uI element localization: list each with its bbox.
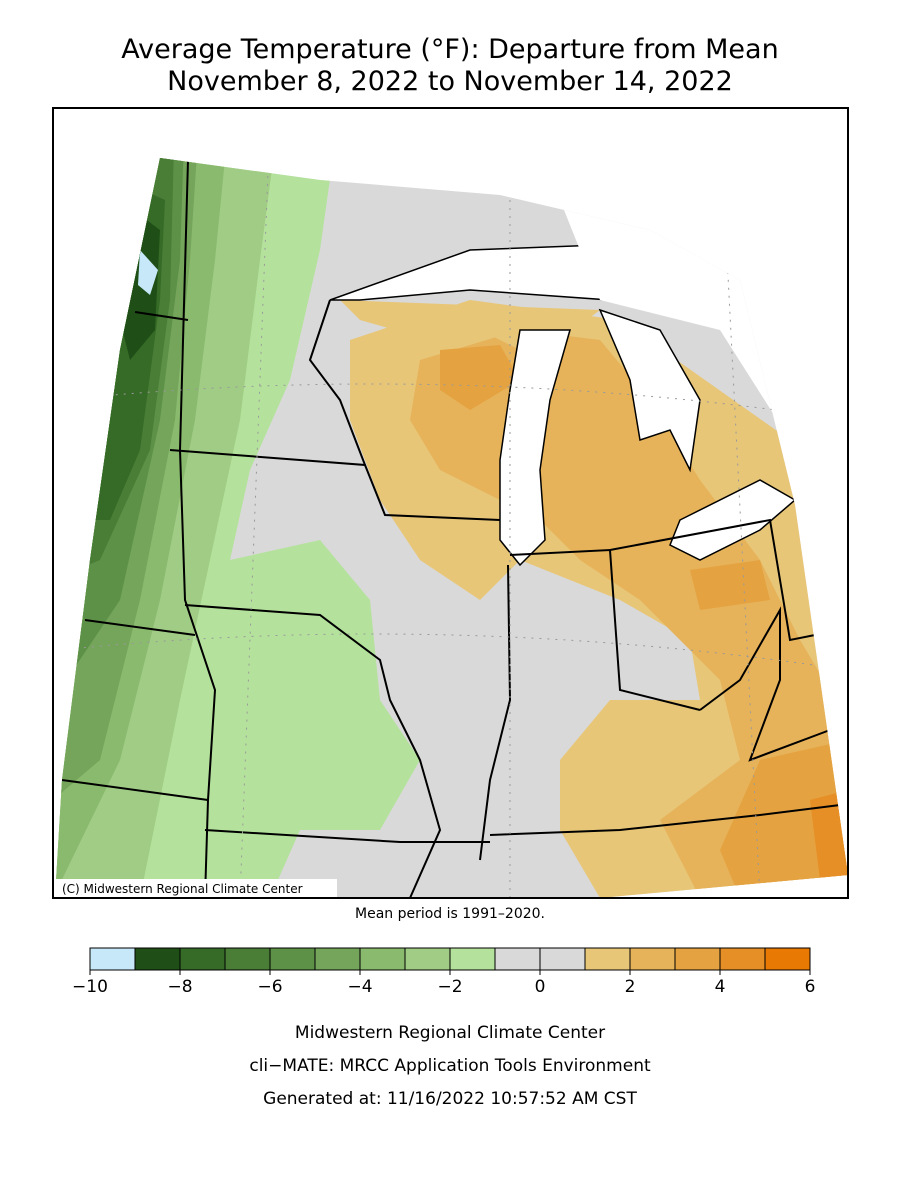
copyright-box: [55, 879, 337, 897]
legend-swatch: [674, 947, 721, 971]
legend-swatch: [404, 947, 451, 971]
footer-line: Midwestern Regional Climate Center: [295, 1023, 605, 1043]
legend-tick-label: −4: [347, 977, 372, 997]
legend-tick-label: 0: [535, 977, 546, 997]
copyright: (C) Midwestern Regional Climate Center: [62, 882, 303, 896]
legend-swatch: [584, 947, 631, 971]
legend-swatch: [134, 947, 181, 971]
legend-swatch: [179, 947, 226, 971]
temperature-map: [55, 158, 848, 898]
legend-swatch: [314, 947, 361, 971]
legend-swatch: [89, 947, 136, 971]
legend-swatch: [494, 947, 541, 971]
legend-tick-label: 2: [625, 977, 636, 997]
mean-period-note: Mean period is 1991–2020.: [355, 906, 545, 922]
legend-tick-label: −8: [167, 977, 192, 997]
legend-swatch: [764, 947, 811, 971]
title: Average Temperature (°F): Departure from…: [121, 34, 778, 65]
legend-swatch: [269, 947, 316, 971]
legend-tick-label: −2: [437, 977, 462, 997]
legend-tick-label: −6: [257, 977, 282, 997]
legend-swatch: [224, 947, 271, 971]
footer-line: Generated at: 11/16/2022 10:57:52 AM CST: [263, 1089, 637, 1109]
legend-swatch: [449, 947, 496, 971]
legend-tick-label: −10: [72, 977, 108, 997]
legend-tick-label: 6: [805, 977, 816, 997]
legend-swatch: [539, 947, 586, 971]
map-frame: [52, 107, 849, 899]
footer-line: cli−MATE: MRCC Application Tools Environ…: [249, 1056, 651, 1076]
legend-swatch: [719, 947, 766, 971]
color-legend: −10 −8 −6 −4 −2 0 2 4 6: [72, 947, 816, 997]
legend-tick-label: 4: [715, 977, 726, 997]
legend-swatch: [359, 947, 406, 971]
legend-swatch: [629, 947, 676, 971]
subtitle: November 8, 2022 to November 14, 2022: [167, 66, 733, 97]
